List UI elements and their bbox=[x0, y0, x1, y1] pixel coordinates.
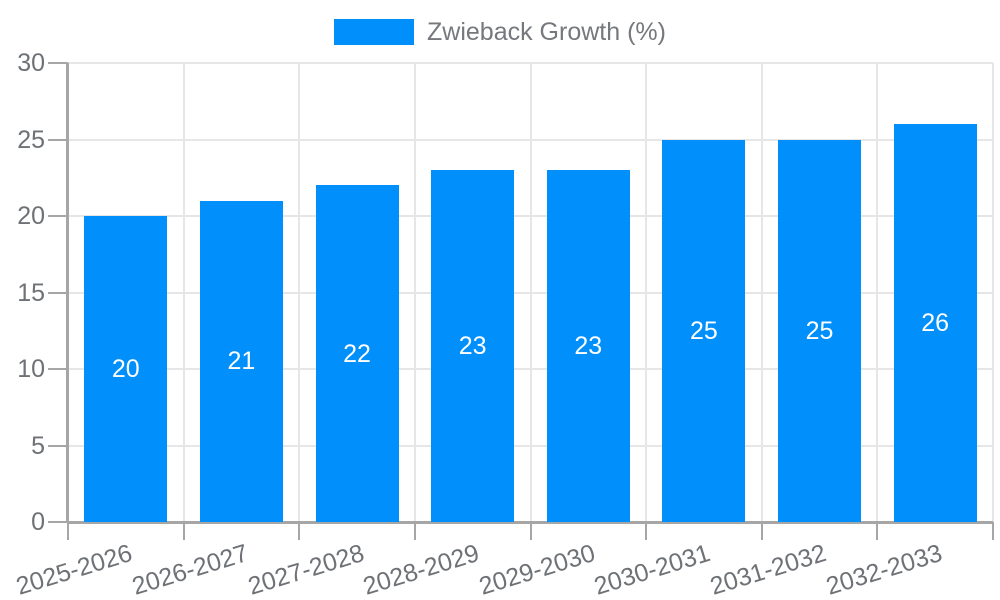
x-axis-label: 2032-2033 bbox=[822, 539, 946, 600]
bar-2026-2027[interactable] bbox=[199, 200, 283, 522]
bar-2032-2033[interactable] bbox=[893, 124, 977, 522]
bar-value-label: 23 bbox=[458, 332, 487, 361]
x-axis-label: 2028-2029 bbox=[360, 539, 483, 600]
legend-marker bbox=[334, 19, 415, 45]
x-axis-label: 2030-2031 bbox=[591, 539, 714, 600]
legend: Zwieback Growth (%) bbox=[0, 19, 1000, 45]
bar-2029-2030[interactable] bbox=[546, 170, 630, 522]
bar-2031-2032[interactable] bbox=[778, 139, 862, 522]
x-axis-line bbox=[68, 521, 993, 524]
y-tick-mark bbox=[48, 291, 68, 294]
y-axis-label: 30 bbox=[17, 49, 45, 77]
bar-value-label: 21 bbox=[227, 347, 256, 376]
y-tick-mark bbox=[48, 444, 68, 447]
x-axis-label: 2027-2028 bbox=[244, 539, 367, 600]
x-tick-mark bbox=[67, 522, 69, 540]
y-tick-mark bbox=[48, 62, 68, 64]
bar-2030-2031[interactable] bbox=[662, 139, 746, 522]
x-gridline bbox=[298, 63, 301, 522]
x-tick-mark bbox=[413, 522, 416, 540]
x-axis-label: 2026-2027 bbox=[128, 539, 252, 600]
bar-2027-2028[interactable] bbox=[315, 185, 399, 522]
x-gridline bbox=[529, 63, 532, 522]
bar-2028-2029[interactable] bbox=[431, 170, 515, 522]
x-tick-mark bbox=[182, 522, 185, 540]
y-tick-mark bbox=[48, 138, 68, 141]
legend-label: Zwieback Growth (%) bbox=[427, 18, 666, 46]
x-gridline bbox=[182, 63, 185, 522]
x-gridline bbox=[876, 63, 879, 522]
y-axis-label: 25 bbox=[17, 125, 45, 154]
y-axis-label: 20 bbox=[17, 202, 45, 230]
bar-2025-2026[interactable] bbox=[84, 216, 168, 522]
x-gridline bbox=[413, 63, 416, 522]
bar-value-label: 22 bbox=[343, 339, 371, 368]
y-axis-label: 5 bbox=[31, 431, 45, 460]
x-tick-mark bbox=[529, 522, 532, 540]
legend-item[interactable]: Zwieback Growth (%) bbox=[334, 19, 666, 45]
bar-value-label: 26 bbox=[921, 309, 950, 338]
x-tick-mark bbox=[298, 522, 301, 540]
bar-value-label: 23 bbox=[574, 332, 603, 361]
y-tick-mark bbox=[48, 368, 68, 370]
x-tick-mark bbox=[992, 522, 994, 540]
bar-value-label: 25 bbox=[805, 316, 834, 345]
x-gridline bbox=[760, 63, 763, 522]
x-axis-label: 2029-2030 bbox=[475, 539, 599, 600]
x-axis-label: 2025-2026 bbox=[13, 539, 136, 600]
x-tick-mark bbox=[876, 522, 879, 540]
x-gridline bbox=[645, 63, 648, 522]
x-tick-mark bbox=[645, 522, 648, 540]
x-tick-mark bbox=[760, 522, 763, 540]
y-axis-label: 15 bbox=[17, 278, 45, 307]
y-tick-mark bbox=[48, 521, 68, 523]
y-axis-line bbox=[66, 63, 69, 522]
bar-value-label: 20 bbox=[111, 355, 140, 383]
y-axis-label: 0 bbox=[31, 508, 45, 536]
y-tick-mark bbox=[48, 215, 68, 217]
x-axis-label: 2031-2032 bbox=[706, 539, 830, 600]
bar-value-label: 25 bbox=[690, 316, 718, 345]
y-axis-label: 10 bbox=[17, 355, 45, 383]
x-gridline bbox=[992, 63, 994, 522]
